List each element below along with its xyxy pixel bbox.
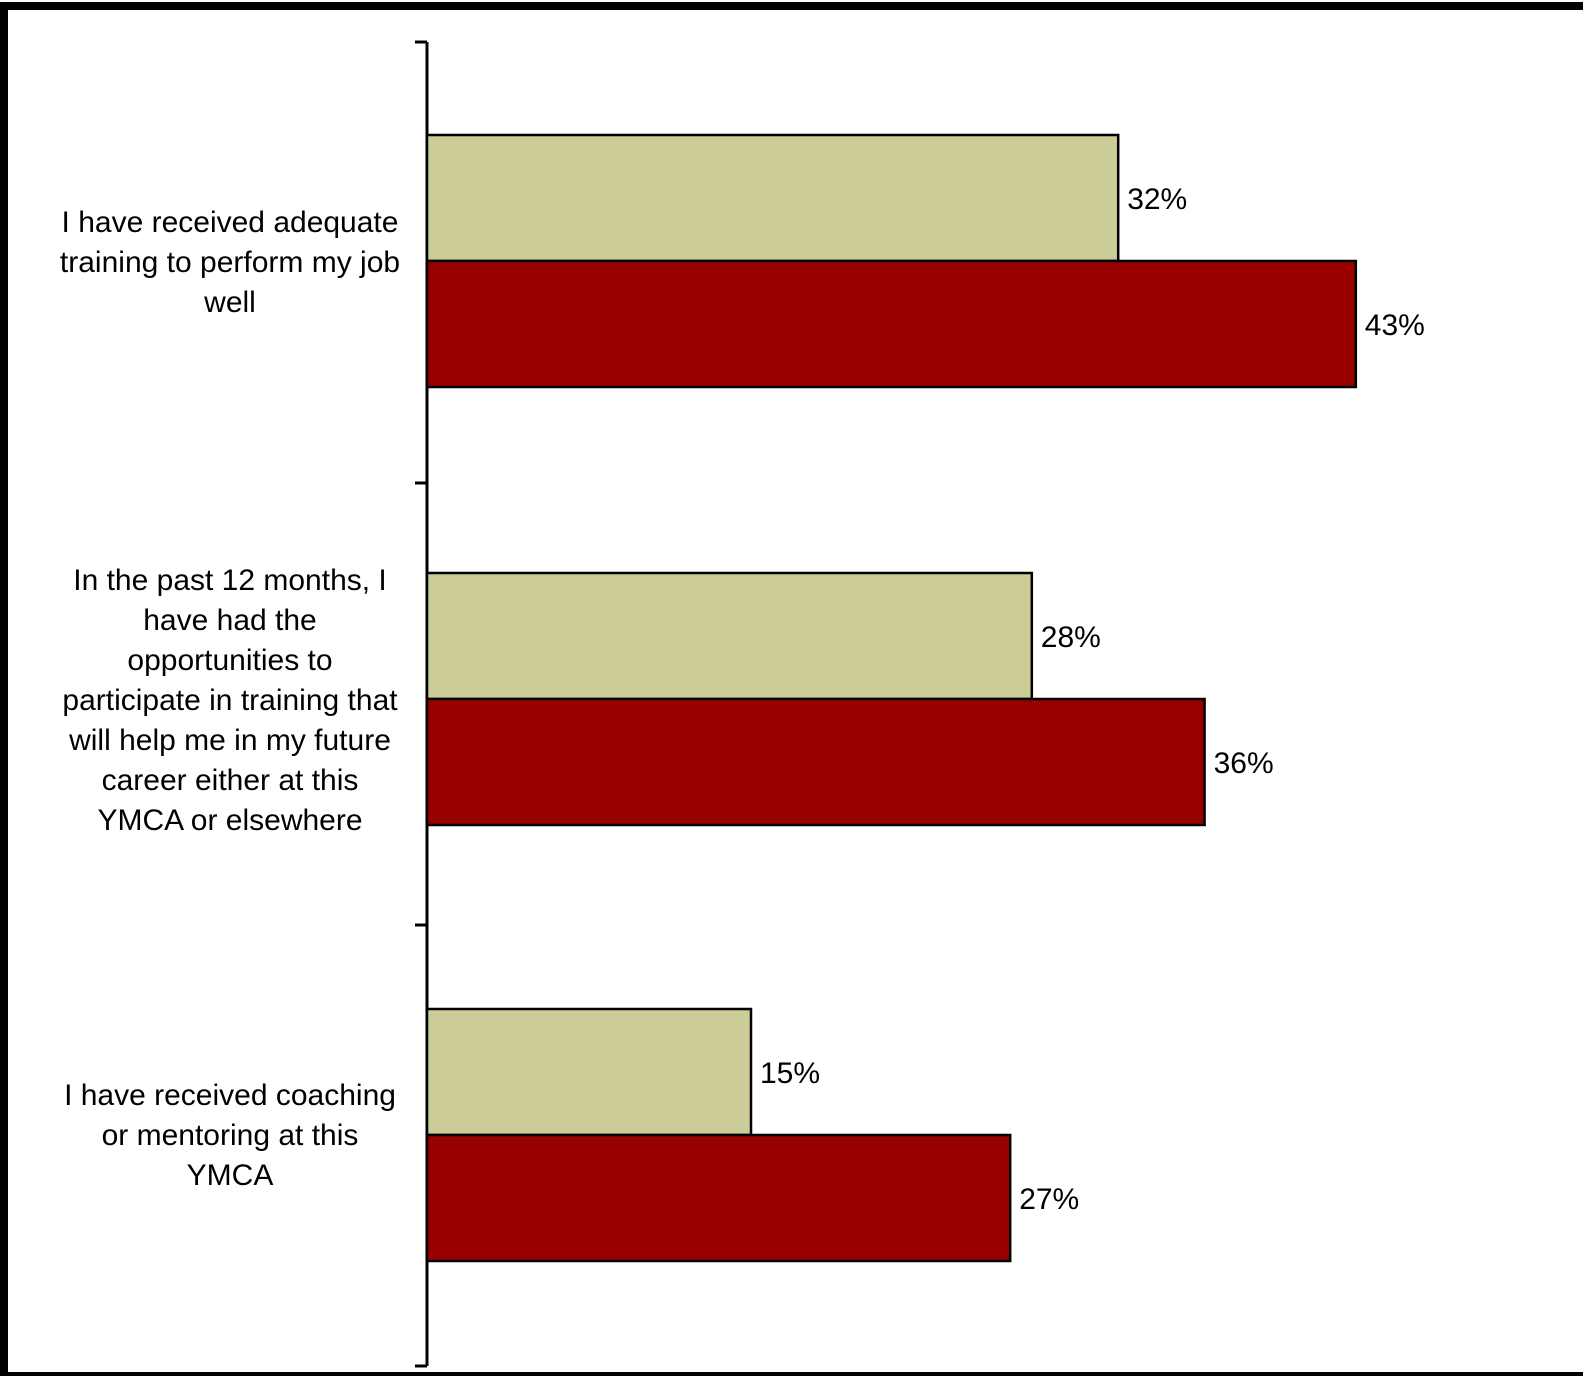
value-label-series2-cat3: 27% (1019, 1183, 1079, 1216)
value-label-series1-cat3: 15% (760, 1057, 820, 1090)
axis-ticks (415, 40, 427, 1368)
value-labels-group: 32% 28% 15% 43% 36% 27% (760, 183, 1425, 1216)
value-label-series1-cat2: 28% (1041, 621, 1101, 654)
bar-series2-cat1 (425, 259, 1358, 389)
value-label-series2-cat1: 43% (1365, 309, 1425, 342)
category-label-3: I have received coaching or mentoring at… (64, 1079, 396, 1192)
value-label-series1-cat1: 32% (1127, 183, 1187, 216)
bars-group (425, 133, 1358, 1263)
bar-series1-cat3 (425, 1007, 753, 1137)
bar-series2-cat3 (425, 1133, 1012, 1263)
bar-series1-cat1 (425, 133, 1120, 263)
category-label-1: I have received adequate training to per… (59, 206, 401, 319)
bar-series1-cat2 (425, 571, 1034, 701)
bar-series2-cat2 (425, 697, 1206, 827)
category-label-2: In the past 12 months, I have had the op… (62, 564, 398, 837)
value-label-series2-cat2: 36% (1214, 747, 1274, 780)
